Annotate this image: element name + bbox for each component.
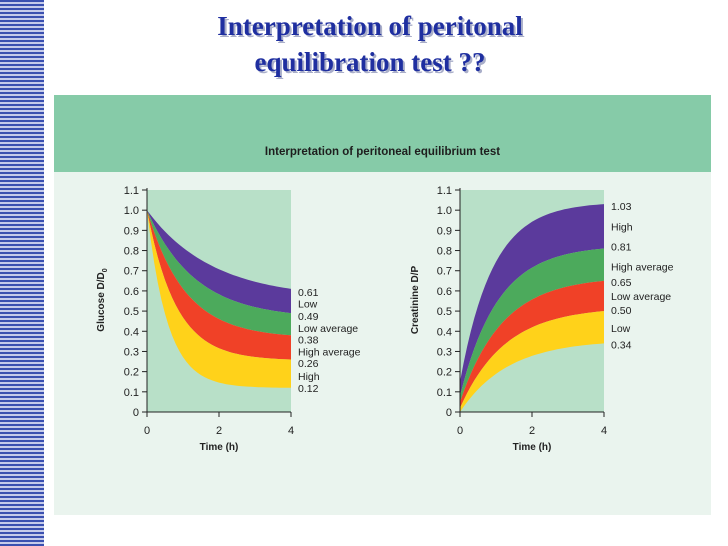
slide-title: Interpretation of peritonal equilibratio… [100,8,640,80]
x-axis-label: Time (h) [513,442,552,453]
band-high-average [460,248,604,402]
y-tick-label: 0.8 [437,246,452,258]
x-tick-label: 2 [216,425,222,437]
y-axis-label: Glucose D/D0 [96,268,109,331]
band-annotation: 1.03 [611,201,632,213]
band-high [460,204,604,396]
creatinine-chart: 0 0.1 0.2 0.3 0.4 0.5 0.6 0.7 0.8 0.9 1.0 1.1 0 2 4 Tim… [410,185,674,453]
band-annotation: Low [611,323,631,335]
band-annotation: Low average [298,323,358,335]
y-tick-label: 0 [133,407,139,419]
y-tick-label: 0 [446,407,452,419]
y-axis-label-main: Glucose D/D [96,272,107,331]
y-tick-label: 0.1 [437,387,452,399]
y-tick-label: 0.1 [124,387,139,399]
band-annotation: Low [298,298,318,310]
band-low-average [460,280,604,408]
band-annotation: High average [611,262,674,274]
x-tick-label: 0 [457,425,463,437]
y-tick-label: 1.0 [124,205,139,217]
y-tick-label: 0.6 [437,286,452,298]
band-annotation: 0.65 [611,277,632,289]
x-tick-label: 4 [288,425,294,437]
band-low [147,210,291,388]
slide-side-stripes [0,0,44,546]
y-axis-label-subscript: 0 [102,268,109,272]
band-annotation: 0.38 [298,334,319,346]
y-tick-label: 0.8 [124,246,139,258]
band-annotation: High [298,371,320,383]
band-annotation: 0.12 [298,383,319,395]
x-axis-label: Time (h) [200,442,239,453]
band-high-average [147,210,291,336]
band-annotation: 0.26 [298,358,319,370]
y-tick-label: 0.3 [437,346,452,358]
y-axis-label: Creatinine D/P [410,266,421,335]
band-low-average [147,210,291,360]
figure-banner: Interpretation of peritoneal equilibrium… [54,95,711,172]
y-tick-label: 1.1 [437,185,452,197]
y-tick-label: 0.2 [124,367,139,379]
figure-title: Interpretation of peritoneal equilibrium… [264,146,501,158]
band-annotation: 0.61 [298,287,319,299]
y-tick-label: 0.4 [124,326,139,338]
y-tick-label: 0.7 [124,266,139,278]
band-annotation: High average [298,346,361,358]
y-tick-label: 0.3 [124,346,139,358]
band-annotation: Low average [611,291,671,303]
y-tick-label: 0.9 [437,225,452,237]
y-tick-label: 0.9 [124,225,139,237]
y-tick-label: 0.7 [437,266,452,278]
y-tick-label: 0.4 [437,326,452,338]
slide-title-line2: equilibration test ?? [254,47,486,77]
y-tick-label: 1.0 [437,205,452,217]
y-tick-label: 1.1 [124,185,139,197]
y-tick-label: 0.5 [437,306,452,318]
glucose-chart: 0 0.1 0.2 0.3 0.4 0.5 0.6 0.7 0.8 0.9 1.0 1.1 0 2 4 Tim… [96,185,361,453]
band-annotation: 0.49 [298,311,319,323]
x-tick-label: 0 [144,425,150,437]
band-annotation: 0.34 [611,339,632,351]
y-tick-label: 0.6 [124,286,139,298]
x-tick-label: 2 [529,425,535,437]
slide-title-line1: Interpretation of peritonal [217,11,523,41]
band-annotation: 0.50 [611,305,632,317]
y-tick-label: 0.2 [437,367,452,379]
band-low [460,311,604,412]
band-high [147,210,291,314]
x-tick-label: 4 [601,425,607,437]
y-tick-label: 0.5 [124,306,139,318]
band-annotation: High [611,221,633,233]
band-annotation: 0.81 [611,242,632,254]
